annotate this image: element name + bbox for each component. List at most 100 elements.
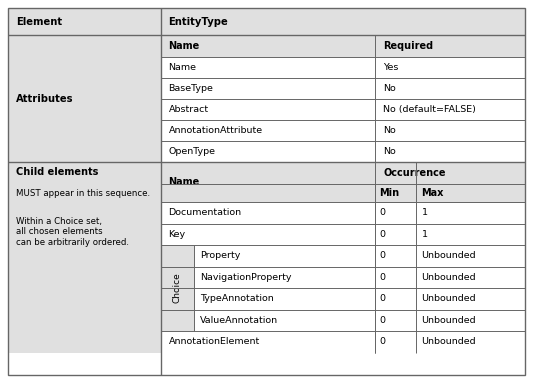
Text: 0: 0 <box>379 337 385 346</box>
Bar <box>160 224 375 245</box>
Bar <box>8 245 160 267</box>
Bar <box>416 184 525 202</box>
Bar <box>160 331 375 352</box>
Text: Required: Required <box>383 41 433 51</box>
Bar <box>8 78 160 99</box>
Text: Unbounded: Unbounded <box>422 294 476 303</box>
Bar <box>8 8 160 35</box>
Bar <box>416 245 525 267</box>
Bar <box>375 99 525 120</box>
Bar <box>8 141 160 162</box>
Bar <box>194 288 375 309</box>
Text: Name: Name <box>168 41 200 51</box>
Text: Child elements: Child elements <box>16 167 99 177</box>
Bar <box>8 267 160 288</box>
Bar <box>8 224 160 245</box>
Bar <box>160 120 375 141</box>
Bar <box>160 309 194 331</box>
Text: 0: 0 <box>379 294 385 303</box>
Text: 0: 0 <box>379 316 385 325</box>
Bar <box>8 184 160 202</box>
Text: No (default=FALSE): No (default=FALSE) <box>383 105 476 114</box>
Bar <box>375 141 525 162</box>
Bar <box>416 309 525 331</box>
Bar <box>8 288 160 309</box>
Text: Name: Name <box>168 177 200 187</box>
Bar <box>160 57 375 78</box>
Bar <box>416 331 525 352</box>
Text: OpenType: OpenType <box>168 147 215 156</box>
Bar <box>194 245 375 267</box>
Text: 1: 1 <box>422 230 427 239</box>
Text: No: No <box>383 84 396 93</box>
Bar <box>160 202 375 224</box>
Text: 0: 0 <box>379 230 385 239</box>
Text: Occurrence: Occurrence <box>383 168 446 178</box>
Text: 0: 0 <box>379 251 385 260</box>
Bar <box>160 78 375 99</box>
Bar <box>375 78 525 99</box>
Bar <box>375 267 416 288</box>
Text: Property: Property <box>200 251 240 260</box>
Bar <box>416 267 525 288</box>
Bar <box>8 120 160 141</box>
Bar <box>375 288 416 309</box>
Text: No: No <box>383 147 396 156</box>
Text: Unbounded: Unbounded <box>422 273 476 282</box>
Bar <box>8 309 160 331</box>
Bar <box>375 245 416 267</box>
Bar <box>8 162 160 184</box>
Text: Min: Min <box>379 188 399 198</box>
Bar <box>160 184 375 202</box>
Bar <box>375 162 525 184</box>
Bar <box>160 288 194 309</box>
Text: BaseType: BaseType <box>168 84 213 93</box>
Text: ValueAnnotation: ValueAnnotation <box>200 316 278 325</box>
Text: Max: Max <box>422 188 444 198</box>
Bar <box>416 288 525 309</box>
Text: 0: 0 <box>379 273 385 282</box>
Text: Key: Key <box>168 230 185 239</box>
Bar <box>8 99 160 120</box>
Bar <box>8 35 160 57</box>
Bar <box>8 57 160 78</box>
Bar <box>416 202 525 224</box>
Bar <box>375 331 416 352</box>
Bar <box>375 184 416 202</box>
Bar <box>375 202 416 224</box>
Bar <box>375 57 525 78</box>
Text: Unbounded: Unbounded <box>422 337 476 346</box>
Text: NavigationProperty: NavigationProperty <box>200 273 292 282</box>
Text: 0: 0 <box>379 208 385 217</box>
Bar <box>194 309 375 331</box>
Bar <box>375 120 525 141</box>
Bar <box>8 202 160 224</box>
Text: Choice: Choice <box>173 273 182 303</box>
Bar <box>160 141 375 162</box>
Text: Element: Element <box>16 16 62 26</box>
Text: TypeAnnotation: TypeAnnotation <box>200 294 274 303</box>
Text: Unbounded: Unbounded <box>422 251 476 260</box>
Bar <box>416 224 525 245</box>
Bar <box>375 224 416 245</box>
Bar <box>194 267 375 288</box>
Bar <box>375 35 525 57</box>
Bar <box>375 309 416 331</box>
Text: AnnotationAttribute: AnnotationAttribute <box>168 126 263 135</box>
Text: Documentation: Documentation <box>168 208 241 217</box>
Text: Within a Choice set,
all chosen elements
can be arbitrarily ordered.: Within a Choice set, all chosen elements… <box>16 217 129 247</box>
Text: Abstract: Abstract <box>168 105 208 114</box>
Bar <box>160 8 525 35</box>
Text: No: No <box>383 126 396 135</box>
Text: Yes: Yes <box>383 63 399 72</box>
Bar <box>8 331 160 352</box>
Bar <box>160 245 194 267</box>
Bar <box>160 162 375 184</box>
Text: EntityType: EntityType <box>168 16 228 26</box>
Bar <box>160 35 375 57</box>
Text: Unbounded: Unbounded <box>422 316 476 325</box>
Text: MUST appear in this sequence.: MUST appear in this sequence. <box>16 189 150 198</box>
Text: Name: Name <box>168 63 197 72</box>
Bar <box>160 99 375 120</box>
Bar <box>160 267 194 288</box>
